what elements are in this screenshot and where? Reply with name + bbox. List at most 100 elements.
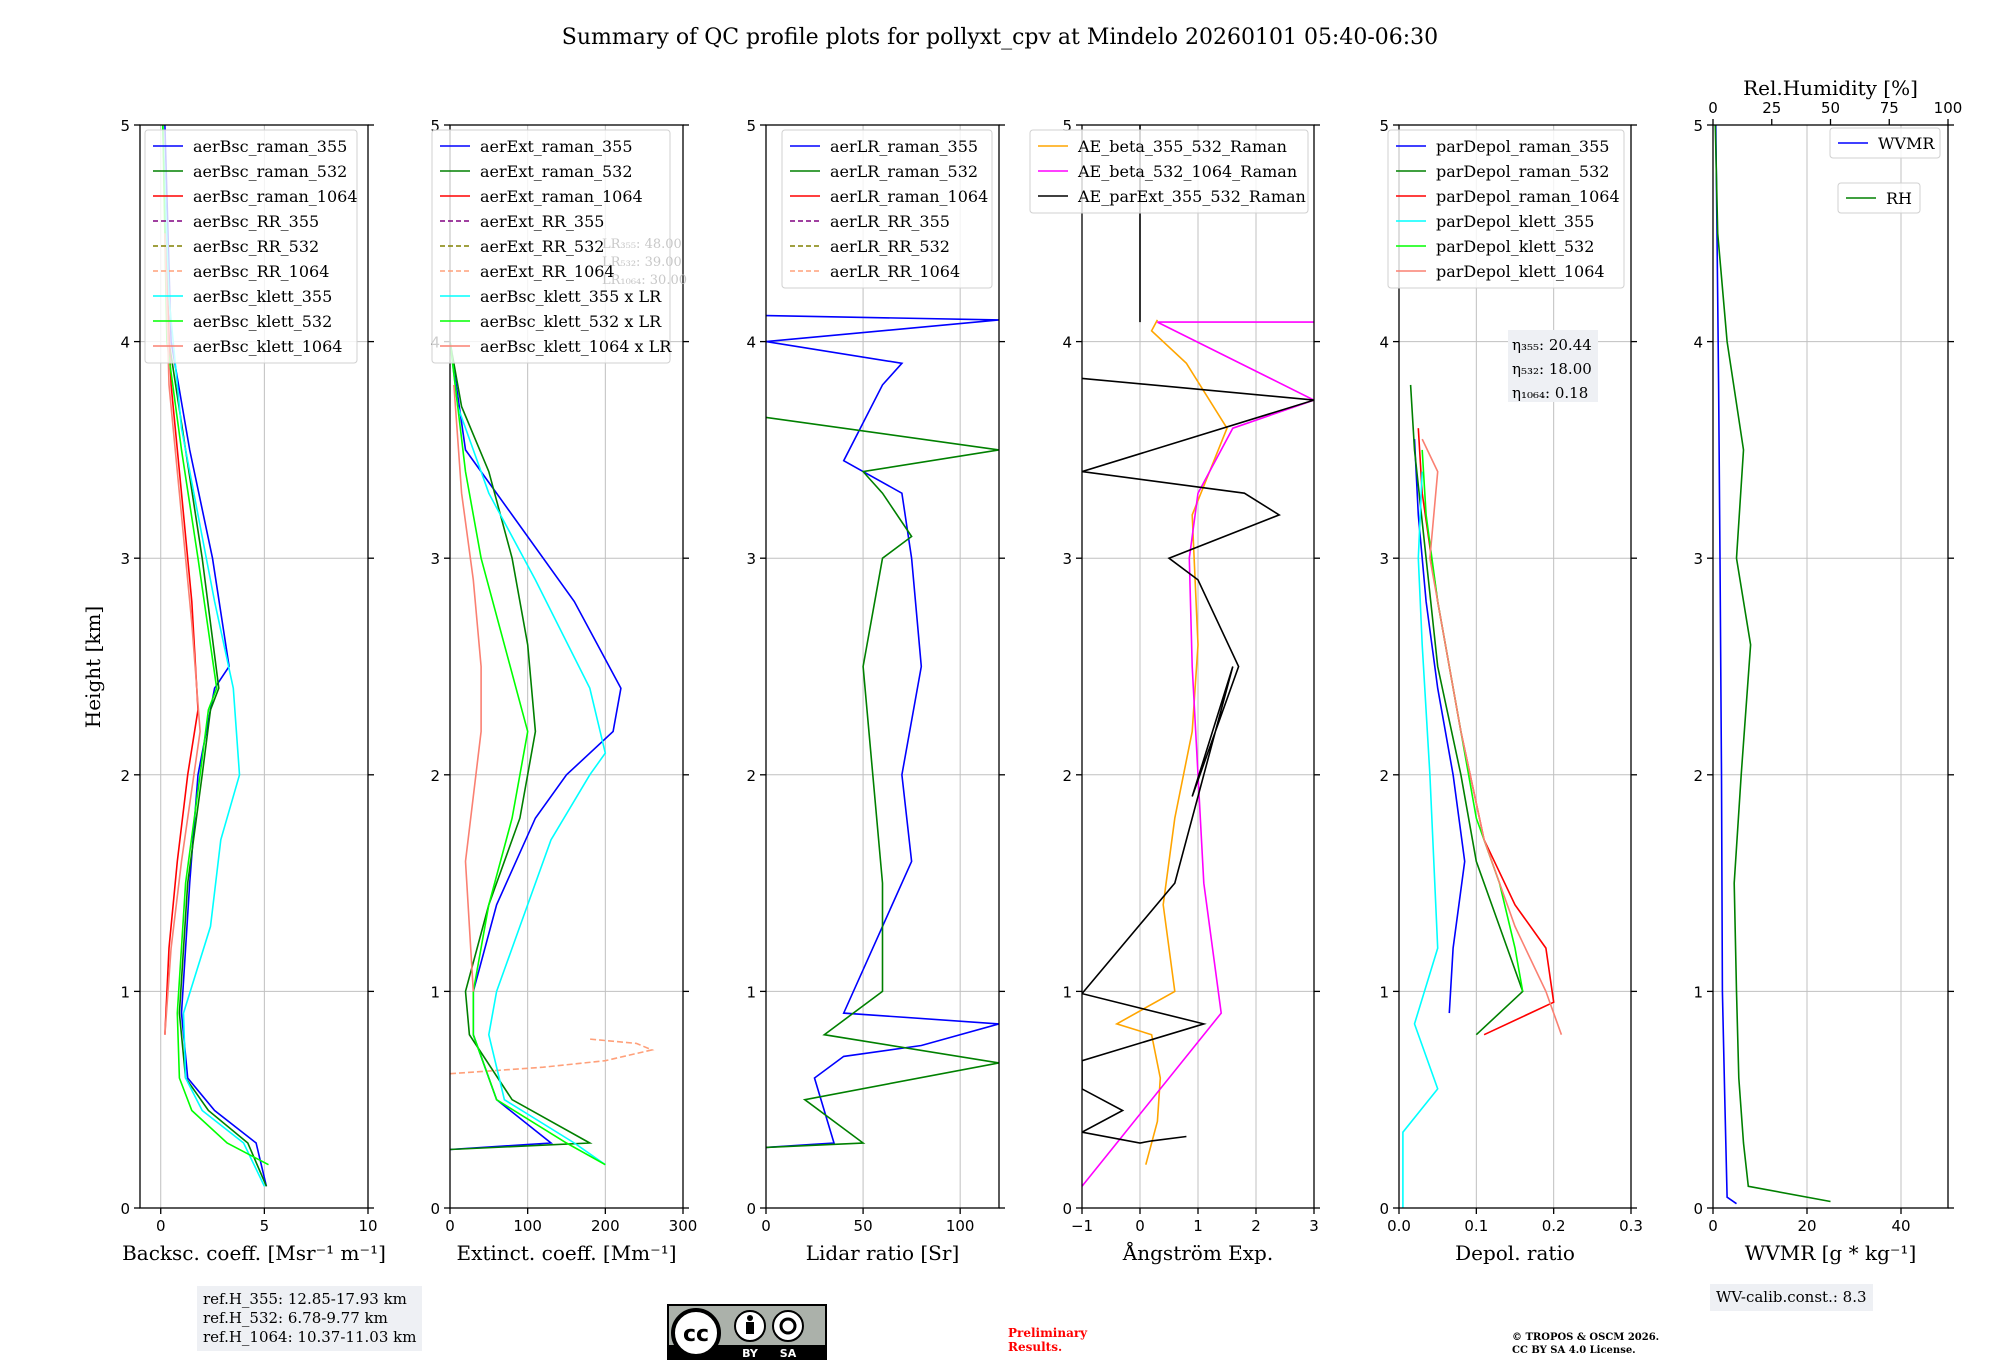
xtick-label: 0 xyxy=(761,1217,771,1235)
series-ae_parext_355_532_raman xyxy=(1082,377,1314,1144)
ytick-label: 2 xyxy=(430,767,440,785)
series-aerbsc_klett_532 xyxy=(162,125,269,1166)
series-pardepol_raman_532 xyxy=(1409,384,1524,1036)
ytick-label: 5 xyxy=(1062,117,1072,135)
legend-label: aerBsc_klett_1064 x LR xyxy=(480,337,672,356)
legend-label: WVMR xyxy=(1878,134,1935,153)
ytick-label: 3 xyxy=(1379,550,1389,568)
ytick-label: 3 xyxy=(120,550,130,568)
series-rh xyxy=(1714,125,1831,1203)
xtick-label: 0 xyxy=(445,1217,455,1235)
ref-height-532: ref.H_532: 6.78-9.77 km xyxy=(203,1309,388,1327)
series-lr xyxy=(766,314,999,1149)
y-axis-label: Height [km] xyxy=(81,606,105,728)
eta-box xyxy=(1508,330,1598,402)
lr-label: LR₃₅₅: 48.00 xyxy=(602,237,682,252)
ytick-label: 1 xyxy=(1693,983,1703,1001)
top-xtick-label: 25 xyxy=(1762,99,1781,117)
series-pardepol_raman_1064 xyxy=(1417,428,1555,1036)
legend-label: aerBsc_klett_1064 xyxy=(193,337,342,356)
ytick-label: 2 xyxy=(1379,767,1389,785)
legend-label: aerBsc_RR_355 xyxy=(193,212,319,231)
top-xtick-label: 75 xyxy=(1880,99,1899,117)
legend-label: aerExt_raman_1064 xyxy=(480,187,643,206)
ytick-label: 1 xyxy=(120,983,130,1001)
ytick-label: 2 xyxy=(1693,767,1703,785)
legend-label: aerExt_RR_1064 xyxy=(480,262,615,281)
legend-lr: aerLR_raman_355 aerLR_raman_532 aerLR_rama… xyxy=(781,129,993,289)
xlabel-wv: WVMR [g * kg⁻¹] xyxy=(1745,1241,1917,1265)
legend-box xyxy=(781,129,993,289)
ytick-label: 4 xyxy=(1693,334,1703,352)
xtick-label: 3 xyxy=(1309,1217,1319,1235)
legend-label: aerLR_raman_532 xyxy=(830,162,978,181)
eta-label: η₁₀₆₄: 0.18 xyxy=(1512,384,1588,402)
series-aerlr_raman_355 xyxy=(766,314,999,1149)
ytick-label: 0 xyxy=(1693,1200,1703,1218)
ytick-label: 0 xyxy=(430,1200,440,1218)
ytick-label: 4 xyxy=(1379,334,1389,352)
reference-heights-box: ref.H_355: 12.85-17.93 km ref.H_532: 6.7… xyxy=(197,1286,423,1351)
legend-label: parDepol_klett_355 xyxy=(1436,212,1594,231)
xtick-label: 100 xyxy=(946,1217,975,1235)
legend-box xyxy=(1029,129,1309,214)
legend-label: AE_beta_355_532_Raman xyxy=(1077,137,1287,156)
ytick-label: 5 xyxy=(1693,117,1703,135)
top-xtick-label: 100 xyxy=(1934,99,1963,117)
xlabel-ae: Ångström Exp. xyxy=(1122,1240,1273,1265)
wv-calib-const: WV-calib.const.: 8.3 xyxy=(1716,1288,1867,1306)
ytick-label: 5 xyxy=(746,117,756,135)
top-xtick-label: 0 xyxy=(1708,99,1718,117)
series-aerbsc_klett_355 xyxy=(162,125,266,1187)
panel-ext: 0123450100200300Extinct. coeff. [Mm⁻¹]ae… xyxy=(430,117,697,1265)
ytick-label: 0 xyxy=(1062,1200,1072,1218)
legend-label: aerExt_RR_532 xyxy=(480,237,604,256)
ytick-label: 4 xyxy=(746,334,756,352)
legend-label: aerLR_RR_1064 xyxy=(830,262,960,281)
ytick-label: 3 xyxy=(1693,550,1703,568)
series-pardepol_klett_1064 xyxy=(1421,438,1563,1035)
series-aerbsc_klett_355-x-lr xyxy=(450,341,607,1166)
legend-label: aerBsc_raman_1064 xyxy=(193,187,358,206)
series-aerext_raman_355 xyxy=(450,341,622,1151)
ref-height-1064: ref.H_1064: 10.37-11.03 km xyxy=(203,1328,417,1346)
xtick-label: 0.2 xyxy=(1542,1217,1566,1235)
legend-label: aerExt_raman_355 xyxy=(480,137,633,156)
xtick-label: 300 xyxy=(669,1217,698,1235)
legend-label: aerBsc_klett_355 xyxy=(193,287,332,306)
ref-height-355: ref.H_355: 12.85-17.93 km xyxy=(203,1290,407,1308)
ytick-label: 1 xyxy=(430,983,440,1001)
xtick-label: 1 xyxy=(1193,1217,1203,1235)
series-aerext_rr_1064 xyxy=(450,1038,655,1075)
ytick-label: 2 xyxy=(120,767,130,785)
legend-label: AE_parExt_355_532_Raman xyxy=(1077,187,1306,206)
axes-frame-depol xyxy=(1398,124,1632,1209)
series-pardepol_klett_532 xyxy=(1421,449,1524,992)
legend-depol: parDepol_raman_355 parDepol_raman_532 parD… xyxy=(1387,129,1625,289)
legend-wv: WVMR RH xyxy=(1829,127,1941,214)
series-aerlr_raman_532 xyxy=(766,416,999,1149)
legend-label: aerExt_RR_355 xyxy=(480,212,604,231)
copyright-note: © TROPOS & OSCM 2026. CC BY SA 4.0 Licen… xyxy=(1512,1332,1660,1356)
svg-text:SA: SA xyxy=(780,1347,797,1360)
grid-ae xyxy=(1081,124,1315,1209)
xtick-label: 50 xyxy=(854,1217,873,1235)
legend-bsc: aerBsc_raman_355 aerBsc_raman_532 aerBsc_r… xyxy=(144,129,358,364)
panel-depol: 0 1 2 3 4 5 0.0 0.1 0.2 0.3 Depol. ratio parDepol_r… xyxy=(1379,117,1642,1265)
xlabel-bsc: Backsc. coeff. [Msr⁻¹ m⁻¹] xyxy=(122,1241,386,1265)
xtick-label: 2 xyxy=(1251,1217,1261,1235)
legend-label: aerBsc_RR_1064 xyxy=(193,262,329,281)
legend-label: aerBsc_klett_532 xyxy=(193,312,332,331)
license-badge[interactable]: cc BY SA xyxy=(667,1304,827,1360)
xtick-label: 0 xyxy=(1708,1217,1718,1235)
legend-label: aerLR_RR_532 xyxy=(830,237,950,256)
series-wvmr xyxy=(1715,125,1737,1205)
ytick-label: 4 xyxy=(1062,334,1072,352)
eta-label: η₅₃₂: 18.00 xyxy=(1512,360,1592,378)
xtick-label: 5 xyxy=(260,1217,270,1235)
legend-label: parDepol_raman_532 xyxy=(1436,162,1609,181)
figure-title: Summary of QC profile plots for pollyxt_… xyxy=(562,25,1438,50)
